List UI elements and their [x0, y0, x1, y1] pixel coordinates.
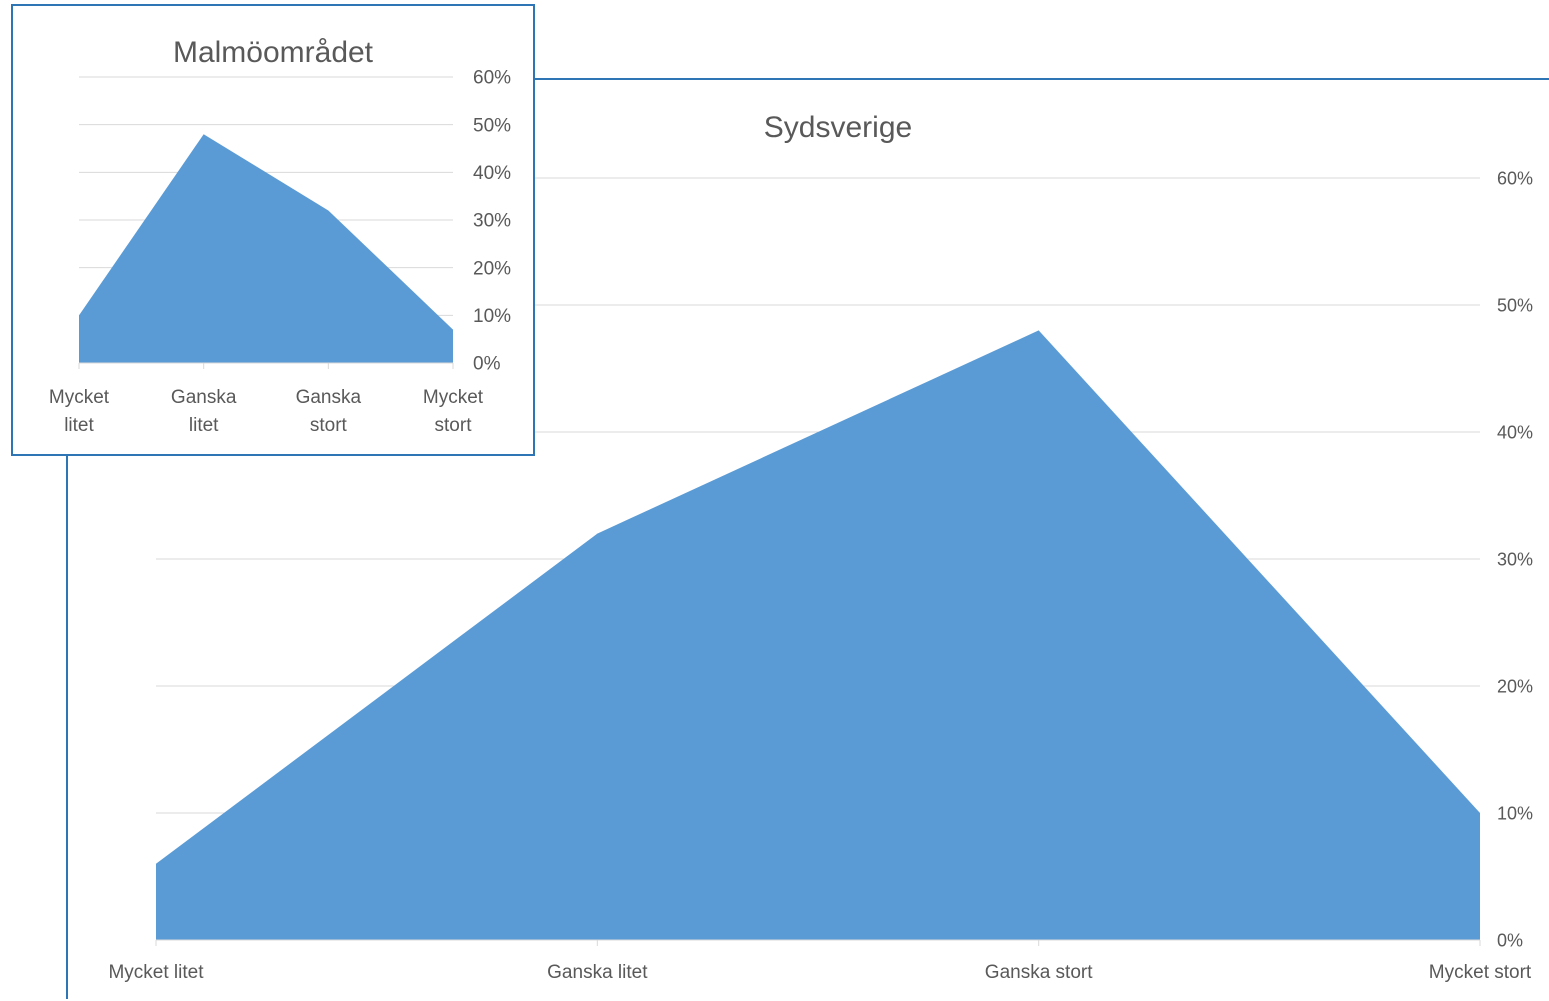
y-tick-label: 50%: [1497, 295, 1533, 315]
y-tick-label: 0%: [473, 354, 501, 375]
chart-title: Sydsverige: [764, 111, 912, 144]
y-tick-label: 10%: [1497, 803, 1533, 823]
chart-title: Malmöområdet: [173, 36, 374, 69]
y-tick-label: 40%: [473, 163, 511, 184]
x-category-label: Ganska stort: [985, 962, 1093, 983]
y-tick-label: 30%: [1497, 549, 1533, 569]
y-tick-label: 10%: [473, 306, 511, 327]
x-category-label: Ganska: [296, 387, 362, 408]
x-category-label: stort: [435, 415, 473, 436]
inset-chart-svg: Malmöområdet 0% 10% 20% 30% 40% 50% 60% Mycket li…: [13, 6, 537, 458]
x-category-label: Mycket litet: [108, 962, 204, 983]
inset-chart-malmoomradet: Malmöområdet 0% 10% 20% 30% 40% 50% 60% Mycket li…: [11, 4, 535, 456]
y-tick-label: 20%: [473, 258, 511, 279]
x-category-label: litet: [189, 415, 219, 436]
y-tick-label: 20%: [1497, 676, 1533, 696]
x-category-label: Mycket: [49, 387, 110, 408]
y-tick-label: 0%: [1497, 930, 1523, 950]
y-tick-label: 40%: [1497, 422, 1533, 442]
y-tick-label: 30%: [473, 211, 511, 232]
area-series: [79, 134, 453, 363]
x-category-label: stort: [310, 415, 348, 436]
y-tick-label: 60%: [473, 68, 511, 89]
y-tick-label: 50%: [473, 115, 511, 136]
x-category-label: Mycket stort: [1429, 962, 1532, 983]
x-category-label: Ganska litet: [547, 962, 648, 983]
x-category-label: Ganska: [171, 387, 237, 408]
x-category-label: Mycket: [423, 387, 484, 408]
x-category-label: litet: [64, 415, 94, 436]
y-tick-label: 60%: [1497, 168, 1533, 188]
